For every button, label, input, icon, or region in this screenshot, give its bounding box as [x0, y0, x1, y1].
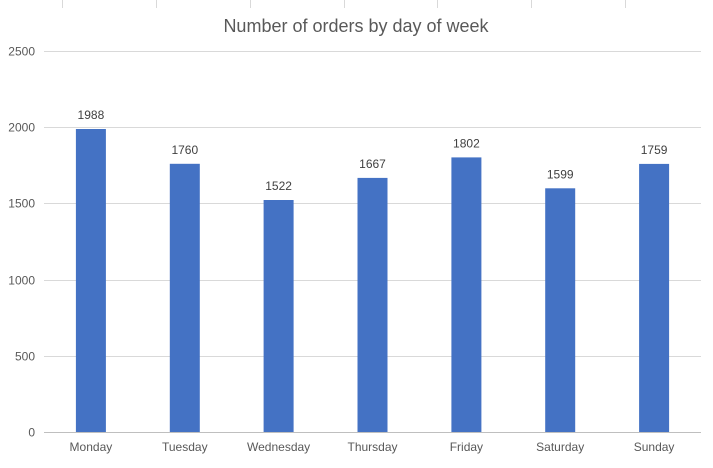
x-tick-label: Tuesday [162, 440, 208, 454]
bar-series [75, 129, 670, 433]
data-label: 1760 [171, 143, 198, 157]
y-tick-label: 2500 [8, 45, 35, 59]
data-label: 1522 [265, 179, 292, 193]
data-label: 1988 [78, 108, 105, 122]
x-tick-label: Monday [70, 440, 113, 454]
y-tick-label: 1000 [8, 274, 35, 288]
bar-saturday [545, 188, 576, 432]
data-label: 1599 [547, 167, 574, 181]
x-tick-label: Sunday [634, 440, 675, 454]
data-label: 1802 [453, 136, 480, 150]
y-axis-ticks: 0 500 1000 1500 2000 2500 [8, 45, 35, 440]
chart-title: Number of orders by day of week [223, 16, 489, 36]
bar-monday [75, 129, 106, 432]
bar-tuesday [169, 163, 200, 433]
data-label: 1667 [359, 157, 386, 171]
y-tick-label: 0 [28, 426, 35, 440]
x-tick-label: Thursday [347, 440, 397, 454]
x-tick-label: Wednesday [247, 440, 310, 454]
bar-wednesday [263, 200, 294, 432]
y-tick-label: 2000 [8, 121, 35, 135]
x-axis-ticks: Monday Tuesday Wednesday Thursday Friday Satu… [70, 440, 675, 454]
bar-friday [451, 157, 482, 432]
x-tick-label: Saturday [536, 440, 584, 454]
data-label: 1759 [641, 143, 668, 157]
data-labels: 1988 1760 1522 1667 1802 1599 1759 [78, 108, 668, 193]
vertical-column-lines [62, 0, 626, 8]
y-tick-label: 1500 [8, 197, 35, 211]
y-tick-label: 500 [15, 350, 35, 364]
bar-thursday [357, 177, 388, 432]
bar-sunday [639, 163, 670, 432]
x-tick-label: Friday [450, 440, 483, 454]
